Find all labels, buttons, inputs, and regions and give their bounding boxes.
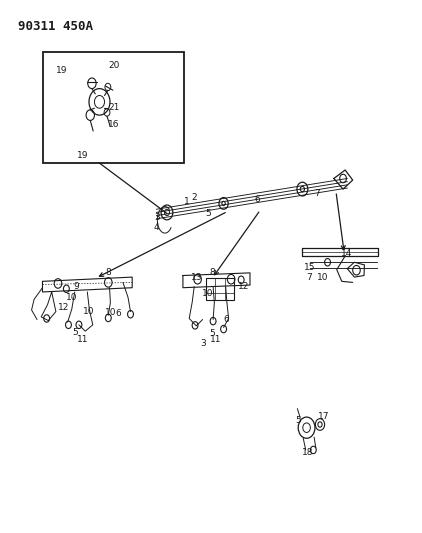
Text: 2: 2: [191, 192, 197, 201]
Text: 10: 10: [65, 293, 77, 302]
Text: 16: 16: [108, 119, 120, 128]
Text: 10: 10: [83, 307, 95, 316]
Text: 5: 5: [295, 416, 300, 425]
Text: 14: 14: [341, 249, 352, 259]
Text: 10: 10: [106, 308, 117, 317]
Text: 20: 20: [108, 61, 120, 69]
Text: 15: 15: [304, 263, 316, 272]
Text: 8: 8: [106, 268, 111, 277]
Text: 11: 11: [77, 335, 88, 344]
Text: 3: 3: [154, 213, 160, 222]
Text: 5: 5: [72, 328, 78, 337]
Text: 18: 18: [303, 448, 314, 457]
Text: 8: 8: [210, 268, 216, 277]
Text: 11: 11: [210, 335, 221, 344]
Text: 10: 10: [202, 289, 213, 298]
Text: 3: 3: [200, 339, 206, 348]
Text: 6: 6: [224, 315, 229, 324]
Text: 21: 21: [108, 103, 120, 112]
Text: 17: 17: [318, 412, 330, 421]
Text: 12: 12: [238, 282, 249, 291]
Text: 1: 1: [184, 197, 189, 206]
Bar: [43, 52, 184, 163]
Bar: [206, 278, 235, 301]
Text: 7: 7: [314, 189, 320, 198]
Text: 12: 12: [58, 303, 70, 312]
Text: 10: 10: [316, 273, 328, 282]
Text: 19: 19: [77, 151, 88, 160]
Text: 19: 19: [56, 66, 68, 75]
Text: 90311 450A: 90311 450A: [18, 20, 93, 33]
Text: 9: 9: [73, 281, 79, 290]
Text: 13: 13: [191, 272, 203, 281]
Text: 6: 6: [254, 195, 260, 204]
Text: 7: 7: [306, 273, 312, 282]
Text: 5: 5: [210, 329, 216, 338]
Text: 6: 6: [116, 309, 121, 318]
Text: 5: 5: [205, 209, 211, 218]
Text: 4: 4: [154, 223, 159, 232]
